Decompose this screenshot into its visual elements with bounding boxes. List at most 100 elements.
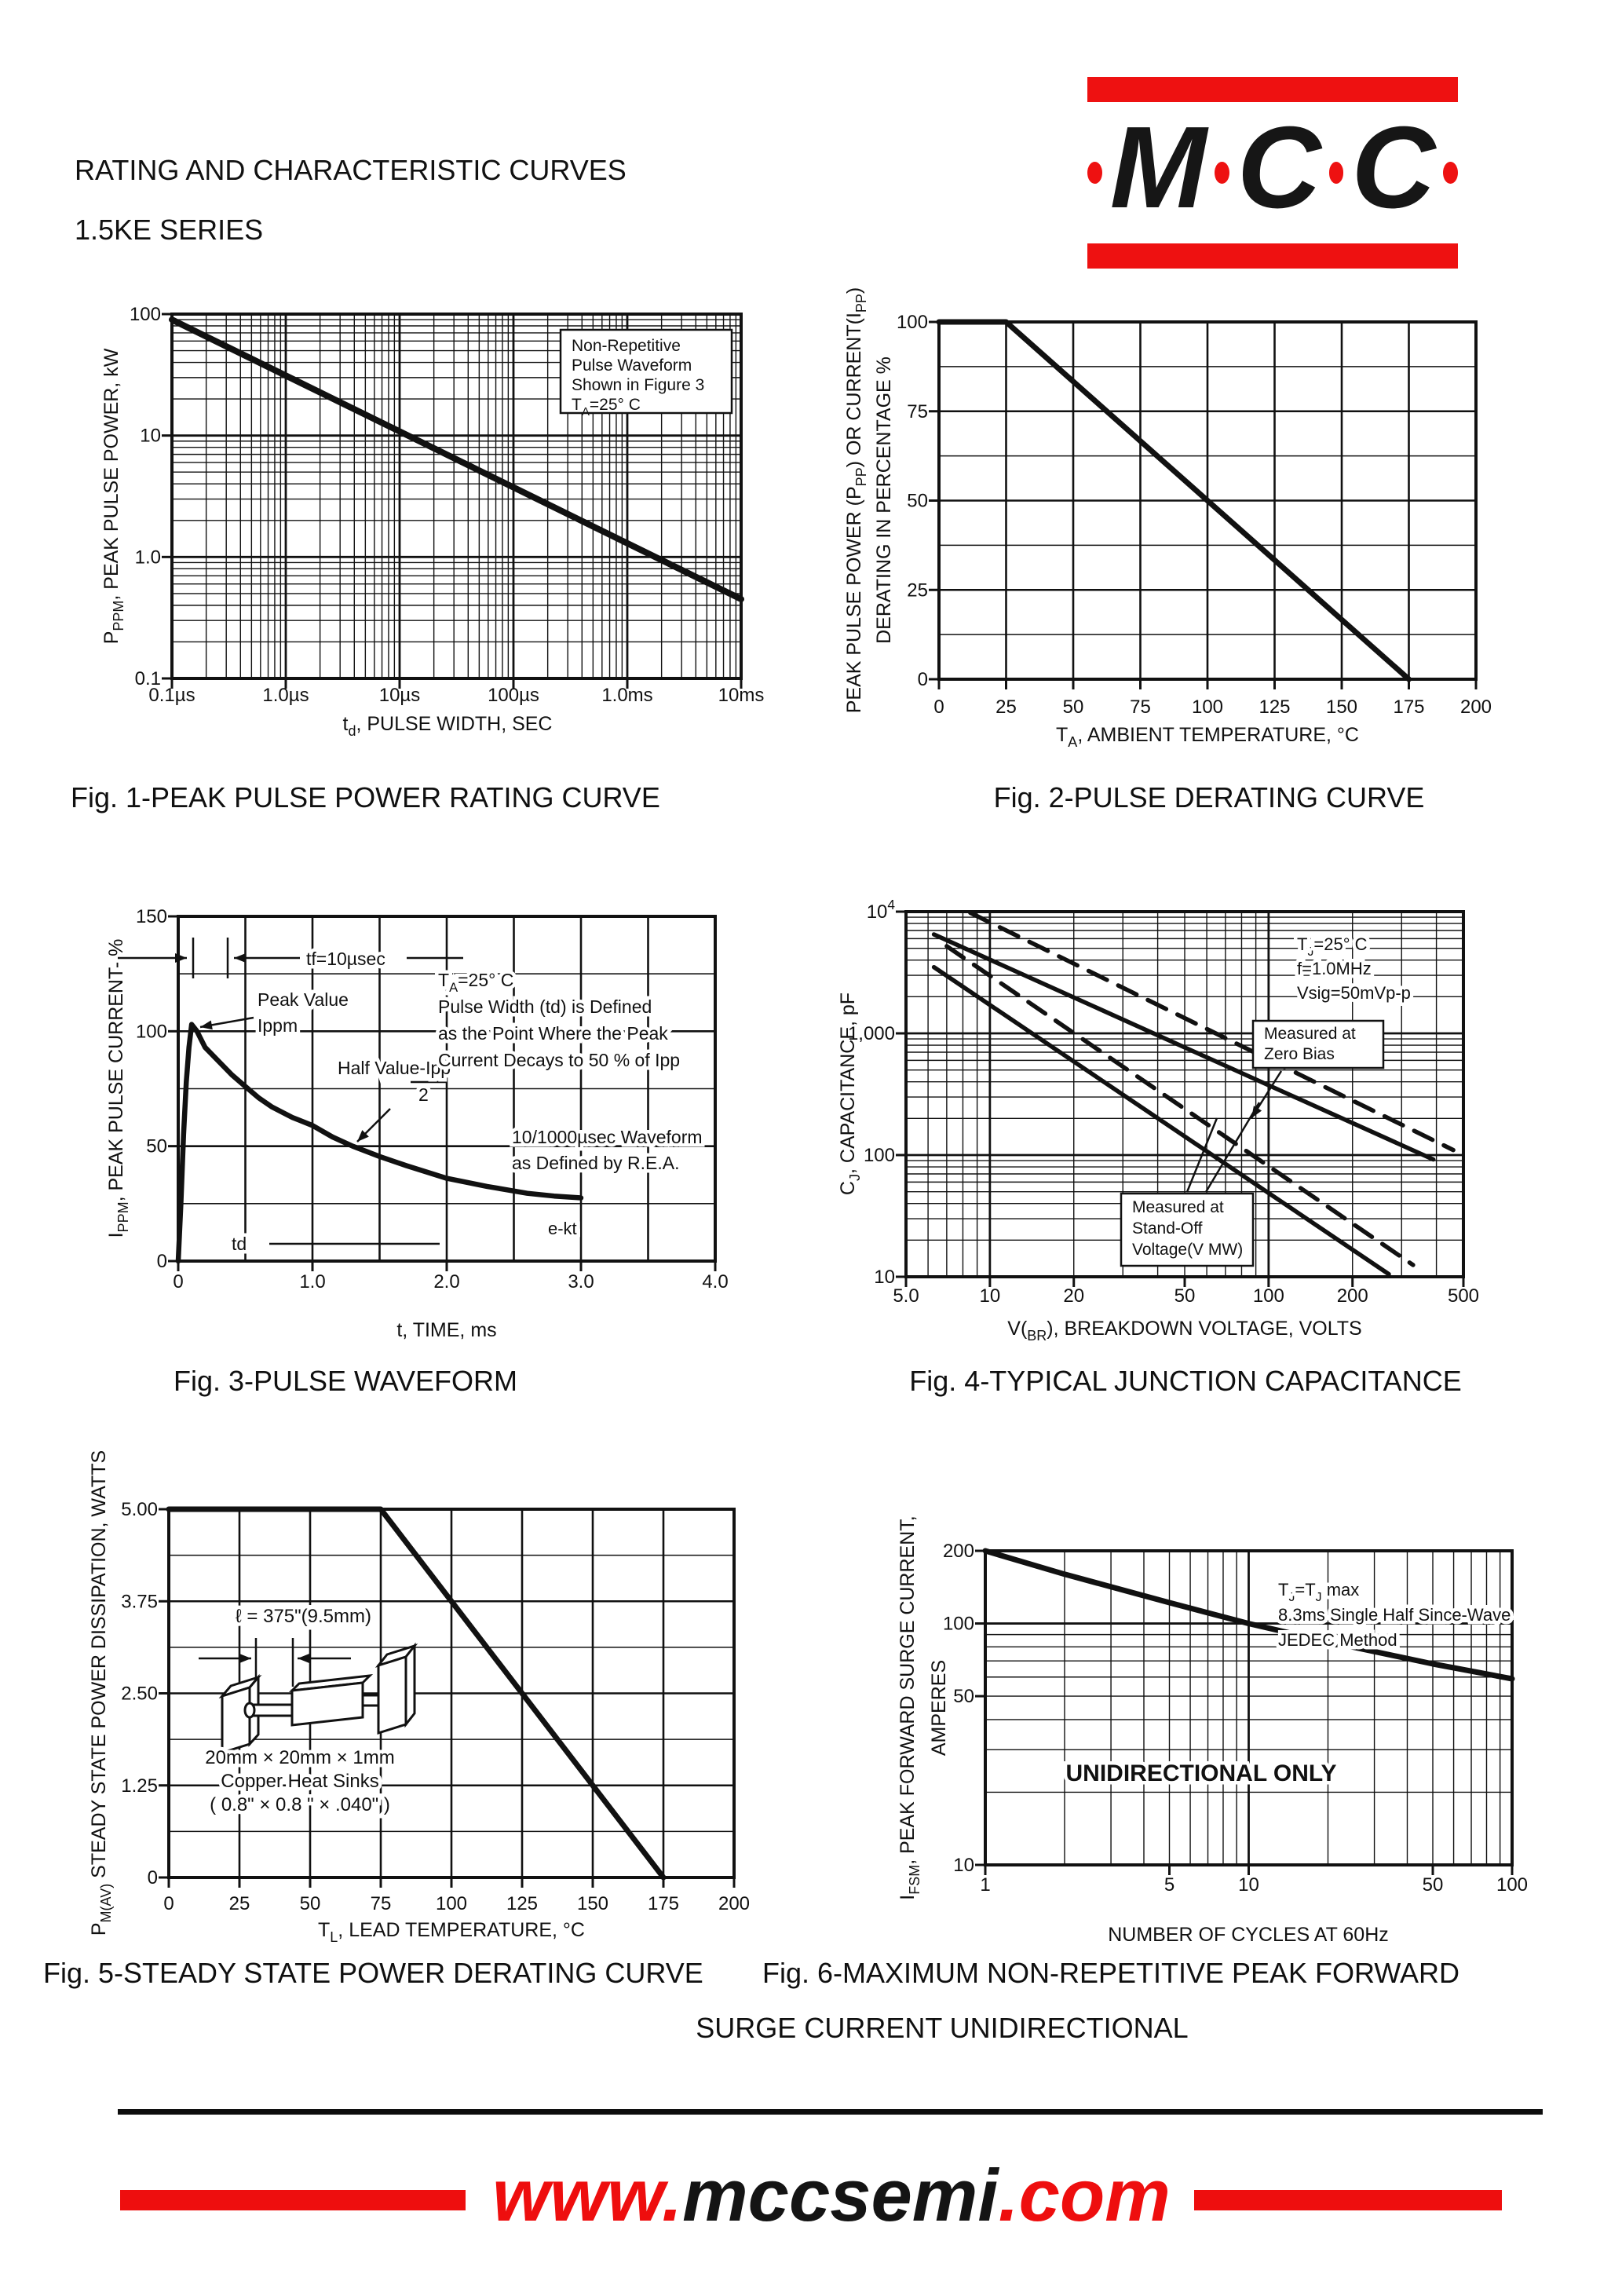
fig1-annotation: TA=25° C <box>572 396 641 419</box>
fig3-y-axis-title: IPPM, PEAK PULSE CURRENT- % <box>105 939 131 1238</box>
fig6-grid <box>984 1550 1514 1866</box>
fig4-x-axis-title: V(BR), BREAKDOWN VOLTAGE, VOLTS <box>1007 1318 1361 1344</box>
footer-url: www.mccsemi.com <box>492 2159 1171 2232</box>
fig3-x-tick-label: 1.0 <box>299 1271 325 1292</box>
fig4-y-axis-title: CJ, CAPACITANCE, pF <box>837 993 863 1195</box>
fig5-x-tick-label: 25 <box>229 1893 250 1914</box>
fig6-annotation: TJ=TJ max <box>1278 1580 1359 1604</box>
fig1-labels: 0.1µs 1.0µs 10µs 100µs 1.0ms 10ms 100 10 1.0 0.1 t… <box>100 304 764 739</box>
fig3-x-tick-label: 3.0 <box>568 1271 594 1292</box>
fig3-x-tick-label: 4.0 <box>702 1271 728 1292</box>
fig2-y-axis-title: PEAK PULSE POWER (PPP) OR CURRENT(IPP) <box>843 287 869 714</box>
fig4-series-dashed-upper <box>968 910 1456 1153</box>
fig6-caption-line2: SURGE CURRENT UNIDIRECTIONAL <box>696 2012 1189 2044</box>
fig5-x-tick-label: 200 <box>718 1893 750 1914</box>
fig3-grid <box>177 915 717 1263</box>
fig5-x-tick-label: 150 <box>577 1893 608 1914</box>
fig2-x-axis-title: TA, AMBIENT TEMPERATURE, °C <box>1056 724 1359 750</box>
fig5-x-axis-title: TL, LEAD TEMPERATURE, °C <box>318 1919 585 1945</box>
fig6-annotation: UNIDIRECTIONAL ONLY <box>1065 1760 1336 1786</box>
footer-url-domain: mccsemi <box>682 2154 999 2236</box>
fig2-x-tick-label: 100 <box>1192 696 1223 718</box>
fig3-y-tick-label: 150 <box>136 906 167 927</box>
fig2-y-tick-label: 25 <box>907 579 928 601</box>
fig4-series-zero-bias-upper <box>931 932 1436 1162</box>
fig3-x-tick-label: 0 <box>173 1271 183 1292</box>
fig6-labels: 1 5 10 50 100 10 50 100 200 NUMBER OF CYCLES AT 6… <box>897 1515 1528 1946</box>
fig5-series-power-derating <box>166 1506 667 1881</box>
fig2-labels: 0 25 50 75 100 125 150 175 200 0 25 50 75 100 TA, AMBI… <box>843 287 1492 750</box>
fig6-caption-line1: Fig. 6-MAXIMUM NON-REPETITIVE PEAK FORWA… <box>762 1957 1460 1989</box>
footer-left-bar <box>120 2190 466 2210</box>
fig6-series <box>982 1548 1515 1682</box>
fig3-annotation: td <box>232 1234 247 1254</box>
fig1-y-tick-label: 0.1 <box>135 668 161 689</box>
footer-url-www: www. <box>492 2154 683 2236</box>
fig6-x-tick-label: 5 <box>1164 1874 1174 1896</box>
fig2-x-tick-label: 200 <box>1460 696 1492 718</box>
fig4-x-tick-label: 100 <box>1253 1285 1284 1307</box>
fig4-annotation: f=1.0MHz <box>1297 959 1372 978</box>
fig5-x-tick-label: 175 <box>648 1893 679 1914</box>
fig4-y-tick-label: 1,000 <box>848 1023 895 1044</box>
fig1-x-tick-label: 10µs <box>379 685 421 706</box>
fig1-annotation: Non-Repetitive <box>572 337 681 355</box>
fig4-tick-marks <box>896 910 1465 1287</box>
fig2-x-tick-label: 75 <box>1130 696 1151 718</box>
fig4-x-tick-label: 200 <box>1337 1285 1368 1307</box>
fig3-annotation: e-kt <box>548 1219 577 1238</box>
fig6-x-tick-label: 10 <box>1238 1874 1259 1896</box>
fig2-y-axis-title: DERATING IN PERCENTAGE % <box>873 356 895 644</box>
fig3-annotation: Ippm <box>258 1015 298 1036</box>
fig3-annotation: Half Value-Ipp <box>338 1058 451 1078</box>
fig2-y-tick-label: 75 <box>907 401 928 422</box>
fig4-annotation: Vsig=50mVp-p <box>1297 983 1411 1003</box>
fig4-y-tick-label: 10 <box>874 1267 895 1288</box>
fig3-annotation: Peak Value <box>258 989 349 1010</box>
logo-letters-row: M C C <box>1087 102 1459 243</box>
fig3-annotation: Pulse Width (td) is Defined <box>438 996 652 1017</box>
fig4-x-tick-label: 10 <box>980 1285 1001 1307</box>
fig3-annotation: tf=10µsec <box>306 949 385 969</box>
fig6-y-tick-label: 200 <box>943 1541 974 1562</box>
fig1-x-tick-label: 1.0ms <box>601 685 652 706</box>
fig3-x-axis-title: t, TIME, ms <box>396 1319 496 1341</box>
fig2-y-tick-label: 0 <box>918 669 928 690</box>
fig1-x-tick-label: 100µs <box>488 685 539 706</box>
fig5-y-axis-title: PM(AV) STEADY STATE POWER DISSIPATION, W… <box>88 1450 114 1936</box>
fig4-annotation: Stand-Off <box>1132 1219 1203 1238</box>
fig6-tick-marks <box>975 1549 1514 1875</box>
fig5-x-tick-label: 50 <box>300 1893 321 1914</box>
fig3-annotations: tf=10µsec Peak Value Ippm Half Value-Ipp 2 TA… <box>228 945 707 1258</box>
fig4-x-tick-label: 50 <box>1174 1285 1196 1307</box>
fig6-y-tick-label: 100 <box>943 1614 974 1635</box>
fig4-series-dashed-lower <box>944 944 1416 1267</box>
fig6-x-tick-label: 50 <box>1423 1874 1444 1896</box>
fig1-x-tick-label: 1.0µs <box>262 685 309 706</box>
fig2-x-tick-label: 50 <box>1063 696 1084 718</box>
fig2-x-tick-label: 175 <box>1393 696 1424 718</box>
footer-right-bar <box>1193 2190 1502 2210</box>
logo-letter-c1: C <box>1237 103 1321 232</box>
fig6-series-surge-current <box>982 1548 1515 1682</box>
fig5-x-tick-label: 0 <box>163 1893 174 1914</box>
fig6-y-tick-label: 10 <box>953 1855 974 1876</box>
fig5-x-tick-label: 125 <box>506 1893 538 1914</box>
fig3-annotation: 10/1000µsec Waveform <box>512 1127 703 1147</box>
fig2-x-tick-label: 0 <box>933 696 944 718</box>
fig4-series-standoff-lower <box>931 964 1391 1277</box>
footer-logo: www.mccsemi.com <box>0 2153 1622 2247</box>
fig3-annotation: as Defined by R.E.A. <box>512 1153 680 1173</box>
fig5-x-tick-label: 75 <box>371 1893 392 1914</box>
fig1-caption: Fig. 1-PEAK PULSE POWER RATING CURVE <box>71 781 660 813</box>
fig2-caption: Fig. 2-PULSE DERATING CURVE <box>993 781 1425 813</box>
fig6-x-tick-label: 1 <box>980 1874 990 1896</box>
logo-dot-icon <box>1215 162 1229 184</box>
fig4-caption: Fig. 4-TYPICAL JUNCTION CAPACITANCE <box>909 1365 1462 1397</box>
fig3-labels: 0 1.0 2.0 3.0 4.0 0 50 100 150 t, TIME, ms IPPM, P… <box>105 906 729 1341</box>
fig5-y-tick-label: 3.75 <box>121 1591 158 1612</box>
